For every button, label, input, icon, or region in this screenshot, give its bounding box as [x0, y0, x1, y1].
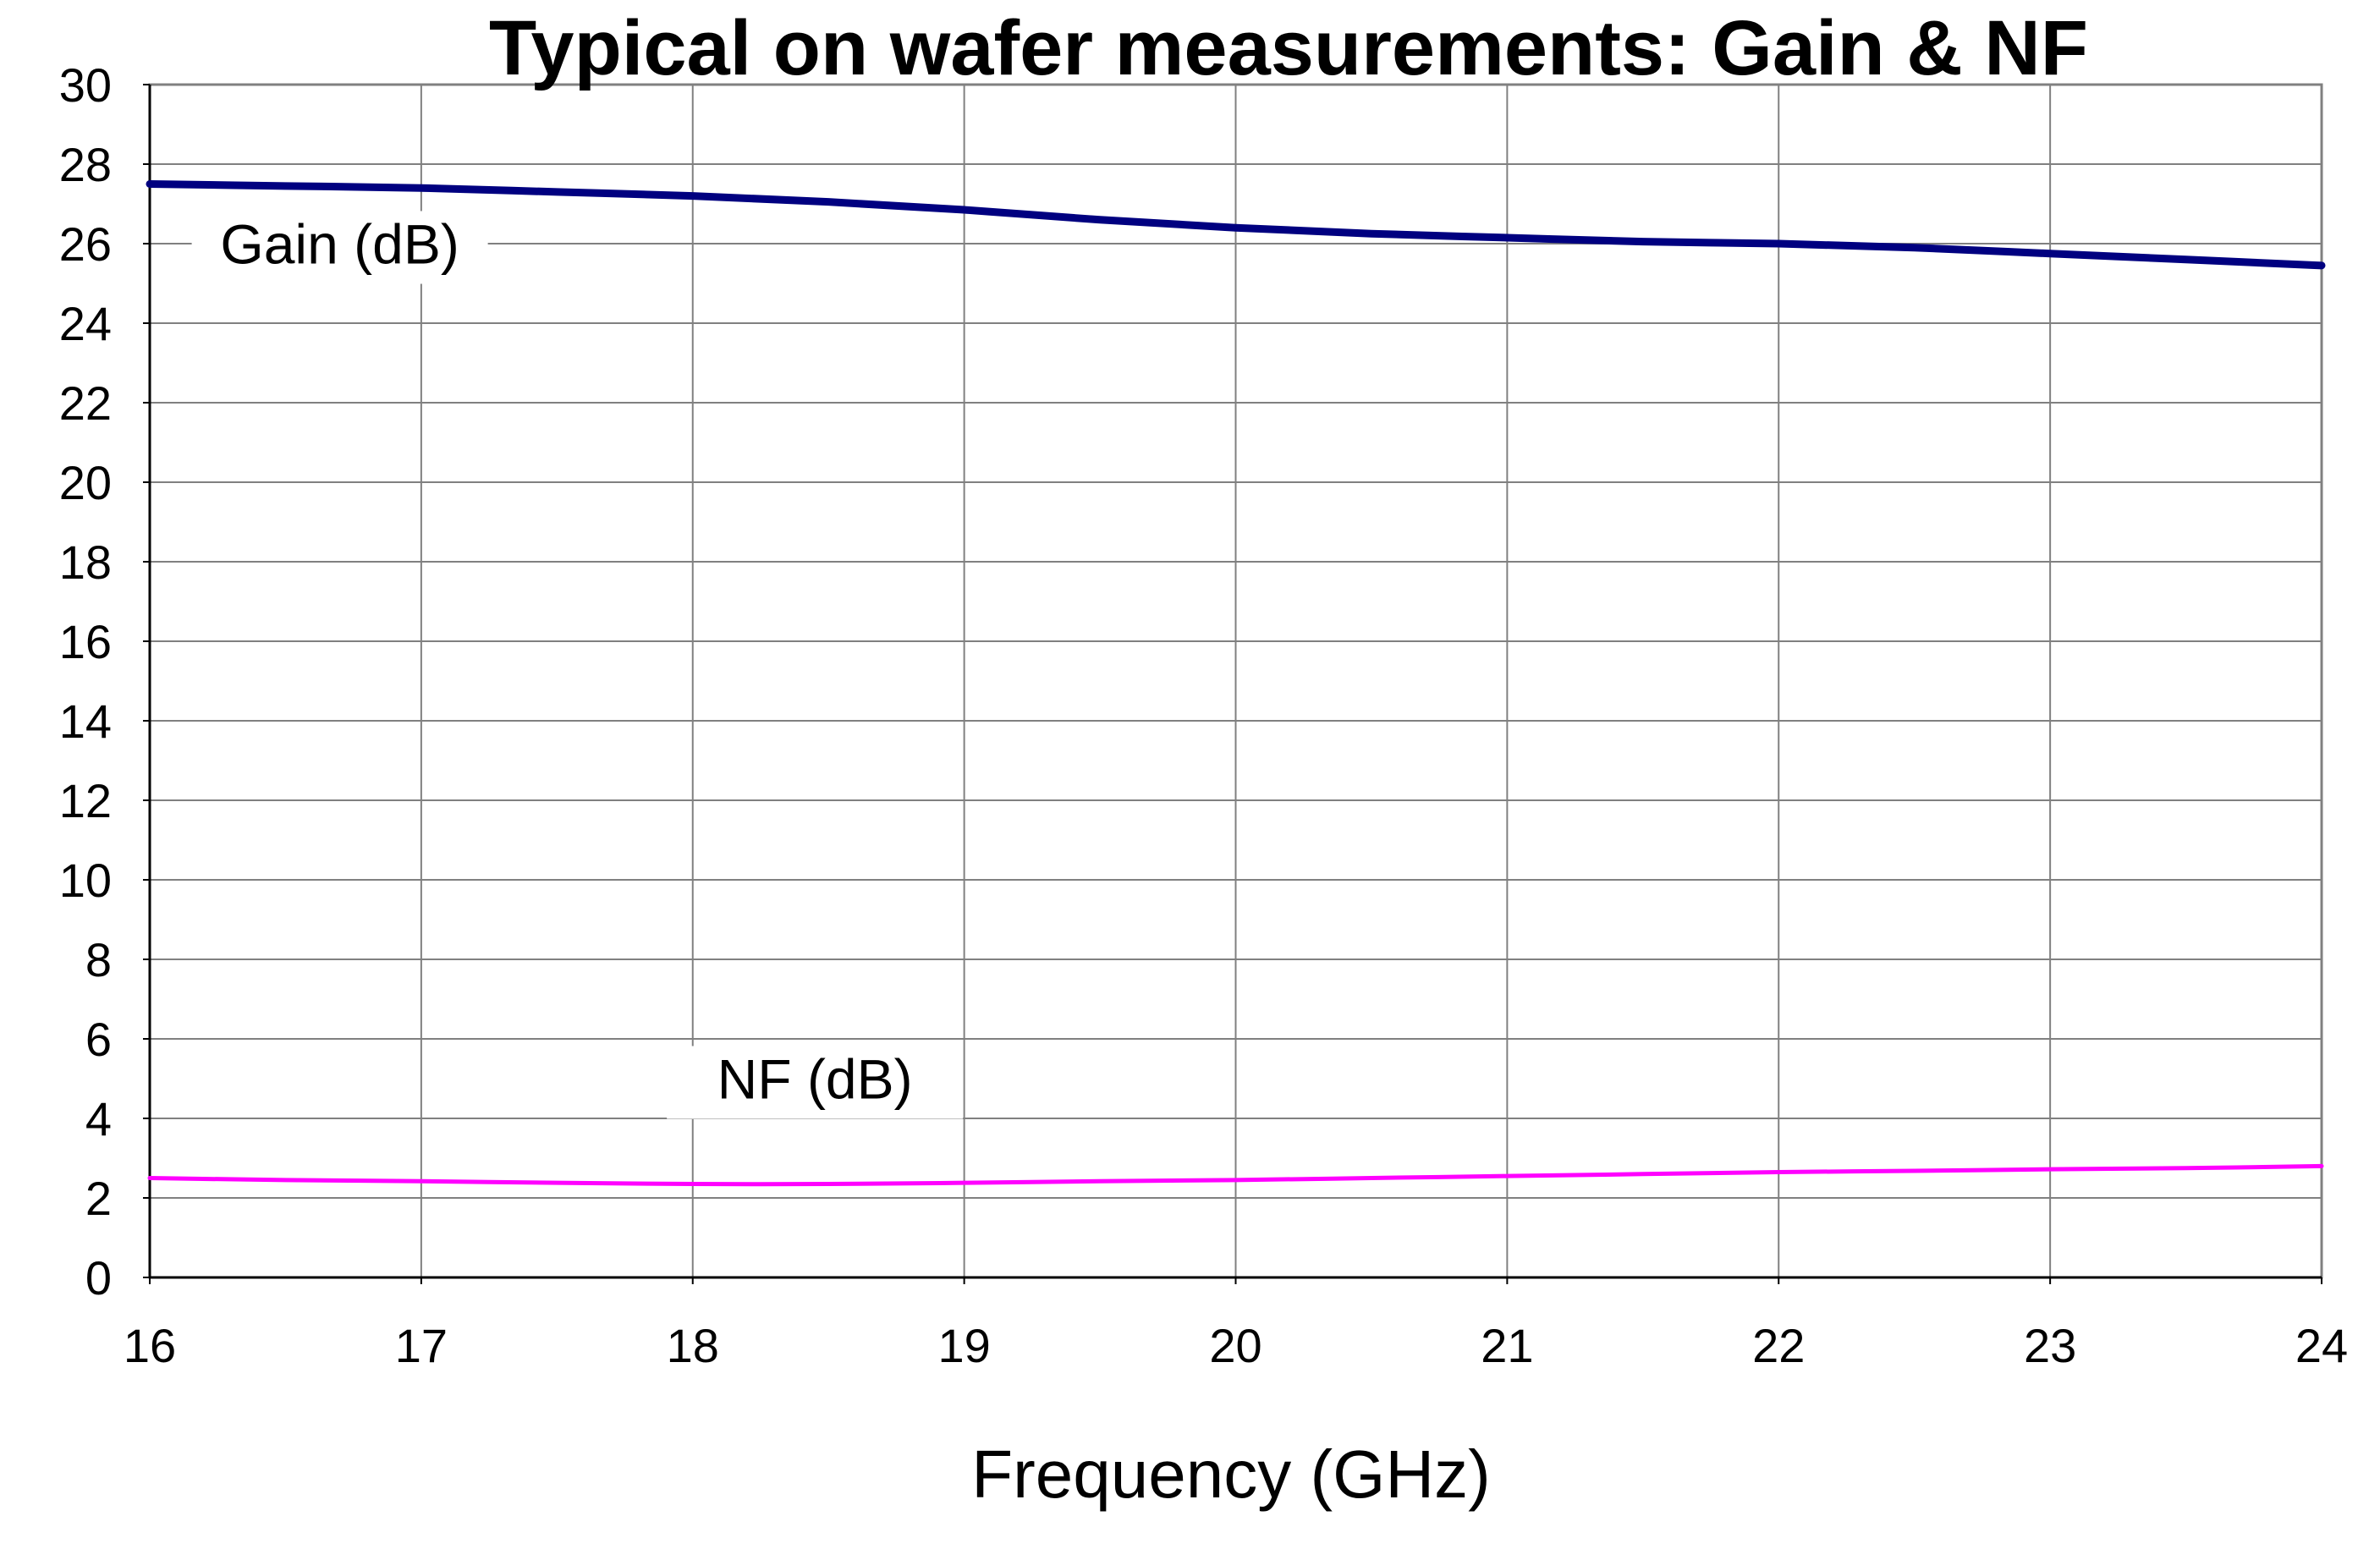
x-tick-label-19: 19 — [937, 1319, 990, 1372]
series-label-background-nf — [667, 1046, 964, 1119]
x-tick-label-18: 18 — [667, 1319, 719, 1372]
series-labels: Gain (dB) NF (dB) — [191, 211, 964, 1119]
chart-title: Typical on wafer measurements: Gain & NF — [489, 5, 2088, 91]
grid — [150, 85, 2322, 1277]
y-tick-label-20: 20 — [59, 456, 112, 509]
y-tick-label-26: 26 — [59, 217, 112, 271]
series-layer — [146, 180, 2326, 1187]
x-tick-label-22: 22 — [1752, 1319, 1805, 1372]
x-tick-label-20: 20 — [1209, 1319, 1261, 1372]
y-tick-label-10: 10 — [59, 854, 112, 907]
y-tick-label-2: 2 — [85, 1172, 112, 1225]
y-tick-label-6: 6 — [85, 1013, 112, 1066]
y-tick-label-14: 14 — [59, 695, 112, 748]
y-tick-label-0: 0 — [85, 1251, 112, 1305]
y-tick-label-16: 16 — [59, 615, 112, 668]
x-tick-label-24: 24 — [2295, 1319, 2348, 1372]
x-axis-ticks: 16 17 18 19 20 21 22 23 24 — [124, 1277, 2348, 1372]
series-line-nf — [147, 1163, 2324, 1187]
y-tick-label-18: 18 — [59, 536, 112, 589]
series-label-background-gain — [191, 211, 488, 284]
x-axis-label: Frequency (GHz) — [971, 1436, 1490, 1512]
x-tick-label-16: 16 — [124, 1319, 176, 1372]
y-tick-label-28: 28 — [59, 138, 112, 191]
y-tick-label-12: 12 — [59, 774, 112, 827]
series-line-gain — [146, 180, 2326, 270]
y-tick-label-22: 22 — [59, 376, 112, 430]
x-tick-label-23: 23 — [2024, 1319, 2076, 1372]
x-tick-label-17: 17 — [395, 1319, 448, 1372]
y-tick-label-4: 4 — [85, 1092, 112, 1145]
y-tick-label-30: 30 — [59, 58, 112, 112]
x-tick-label-21: 21 — [1481, 1319, 1533, 1372]
series-label-gain: Gain (dB) — [220, 213, 459, 276]
y-tick-label-24: 24 — [59, 297, 112, 350]
y-tick-label-8: 8 — [85, 933, 112, 986]
series-label-nf: NF (dB) — [717, 1048, 913, 1111]
